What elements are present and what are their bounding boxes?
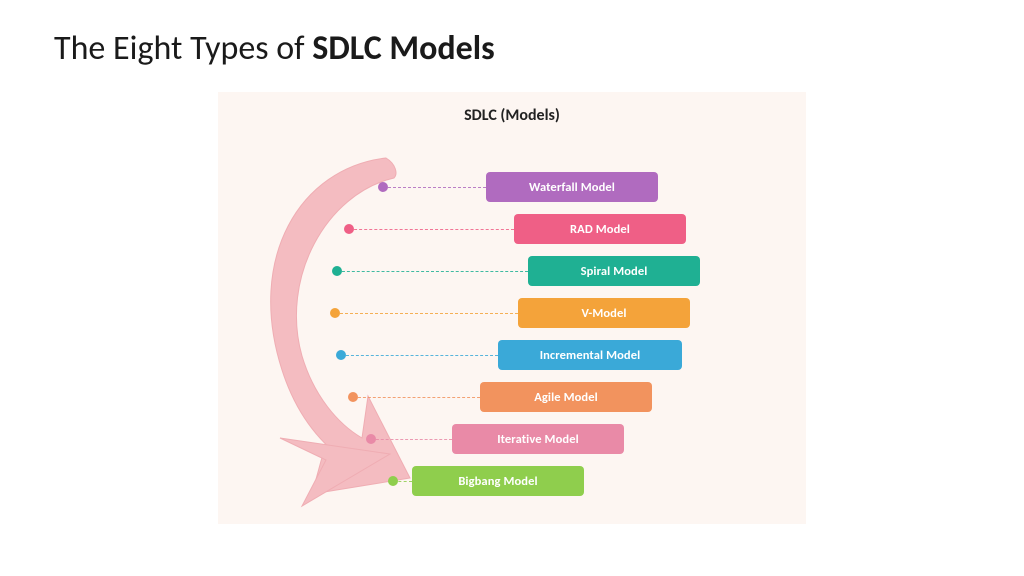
connector-line xyxy=(353,397,480,398)
connector-dot xyxy=(348,392,358,402)
model-box: RAD Model xyxy=(514,214,686,244)
model-box: Waterfall Model xyxy=(486,172,658,202)
title-prefix: The Eight Types of xyxy=(54,28,312,69)
connector-line xyxy=(341,355,498,356)
model-box: Agile Model xyxy=(480,382,652,412)
connector-dot xyxy=(388,476,398,486)
connector-line xyxy=(383,187,486,188)
connector-dot xyxy=(366,434,376,444)
slide: The Eight Types of SDLC Models SDLC (Mod… xyxy=(0,0,1024,576)
connector-line xyxy=(371,439,452,440)
connector-line xyxy=(349,229,514,230)
connector-dot xyxy=(378,182,388,192)
connector-dot xyxy=(332,266,342,276)
connector-line xyxy=(335,313,518,314)
model-box: Incremental Model xyxy=(498,340,682,370)
connector-dot xyxy=(344,224,354,234)
diagram-panel: SDLC (Models) Waterfall Model RAD Model Sp… xyxy=(218,92,806,524)
model-box: Spiral Model xyxy=(528,256,700,286)
connector-dot xyxy=(336,350,346,360)
model-box: Bigbang Model xyxy=(412,466,584,496)
slide-title: The Eight Types of SDLC Models xyxy=(54,28,495,69)
title-bold: SDLC Models xyxy=(312,28,494,69)
connector-dot xyxy=(330,308,340,318)
diagram-title: SDLC (Models) xyxy=(218,106,806,125)
model-box: Iterative Model xyxy=(452,424,624,454)
connector-line xyxy=(337,271,528,272)
model-box: V-Model xyxy=(518,298,690,328)
